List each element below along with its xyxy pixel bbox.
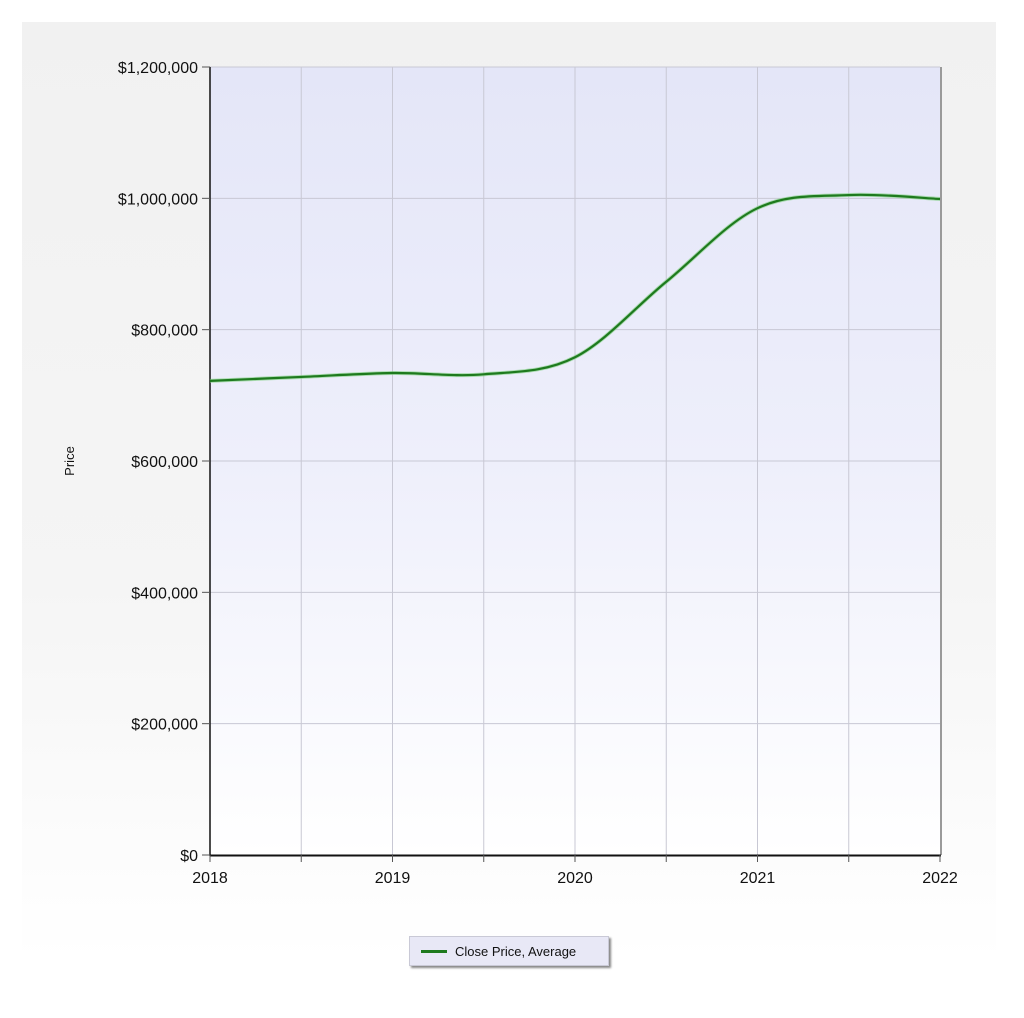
legend-label: Close Price, Average bbox=[455, 943, 577, 959]
y-axis-label: Price bbox=[62, 446, 77, 476]
series-line-close-price-average bbox=[209, 193, 941, 382]
y-axis-ticks: $0 $200,000 $400,000 $600,000 $800,000 $1,000… bbox=[118, 60, 210, 865]
legend: Close Price, Average bbox=[409, 936, 609, 966]
y-tick-label: $200,000 bbox=[131, 717, 198, 734]
gridlines bbox=[210, 66, 940, 855]
x-axis-ticks: 2018 2019 2020 2021 2022 bbox=[192, 855, 958, 887]
x-tick-label: 2019 bbox=[375, 870, 411, 887]
y-tick-label: $600,000 bbox=[131, 454, 198, 471]
x-tick-label: 2021 bbox=[740, 870, 776, 887]
x-tick-label: 2018 bbox=[192, 870, 228, 887]
legend-swatch-icon bbox=[421, 949, 447, 953]
y-tick-label: $400,000 bbox=[131, 585, 198, 602]
y-tick-label: $1,200,000 bbox=[118, 60, 198, 77]
x-tick-label: 2022 bbox=[922, 870, 958, 887]
x-tick-label: 2020 bbox=[557, 870, 593, 887]
y-tick-label: $800,000 bbox=[131, 323, 198, 340]
y-tick-label: $0 bbox=[180, 848, 198, 865]
y-tick-label: $1,000,000 bbox=[118, 191, 198, 208]
